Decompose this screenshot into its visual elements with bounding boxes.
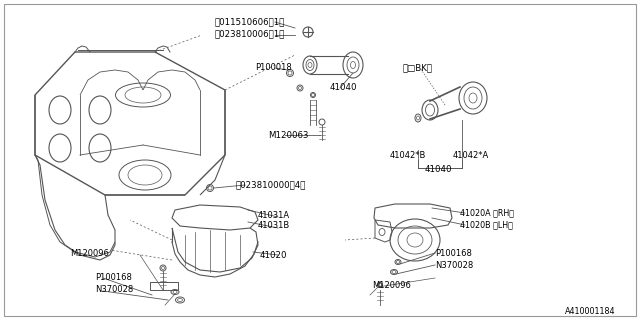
Text: ＜□BK＞: ＜□BK＞ [403, 63, 433, 73]
Text: 41042*A: 41042*A [453, 150, 489, 159]
Text: 41031B: 41031B [258, 221, 291, 230]
Text: P100168: P100168 [95, 273, 132, 282]
Text: Ⓝ023810000（4）: Ⓝ023810000（4） [236, 180, 307, 189]
Text: 41040: 41040 [424, 165, 452, 174]
Text: P100018: P100018 [255, 63, 292, 73]
Text: Ⓝ023810006（1）: Ⓝ023810006（1） [215, 29, 285, 38]
Text: M120096: M120096 [372, 281, 411, 290]
Text: 41042*B: 41042*B [390, 150, 426, 159]
Text: Ⓑ011510606（1）: Ⓑ011510606（1） [215, 18, 285, 27]
Text: 41020: 41020 [260, 251, 287, 260]
Text: 41020A ＜RH＞: 41020A ＜RH＞ [460, 209, 514, 218]
Text: 41031A: 41031A [258, 211, 290, 220]
Text: N370028: N370028 [95, 285, 133, 294]
Text: 41040: 41040 [330, 84, 358, 92]
Text: A410001184: A410001184 [564, 308, 615, 316]
Text: M120063: M120063 [268, 131, 308, 140]
Text: 41020B ＜LH＞: 41020B ＜LH＞ [460, 220, 513, 229]
Text: N370028: N370028 [435, 260, 473, 269]
Text: M120096: M120096 [70, 250, 109, 259]
Text: P100168: P100168 [435, 249, 472, 258]
